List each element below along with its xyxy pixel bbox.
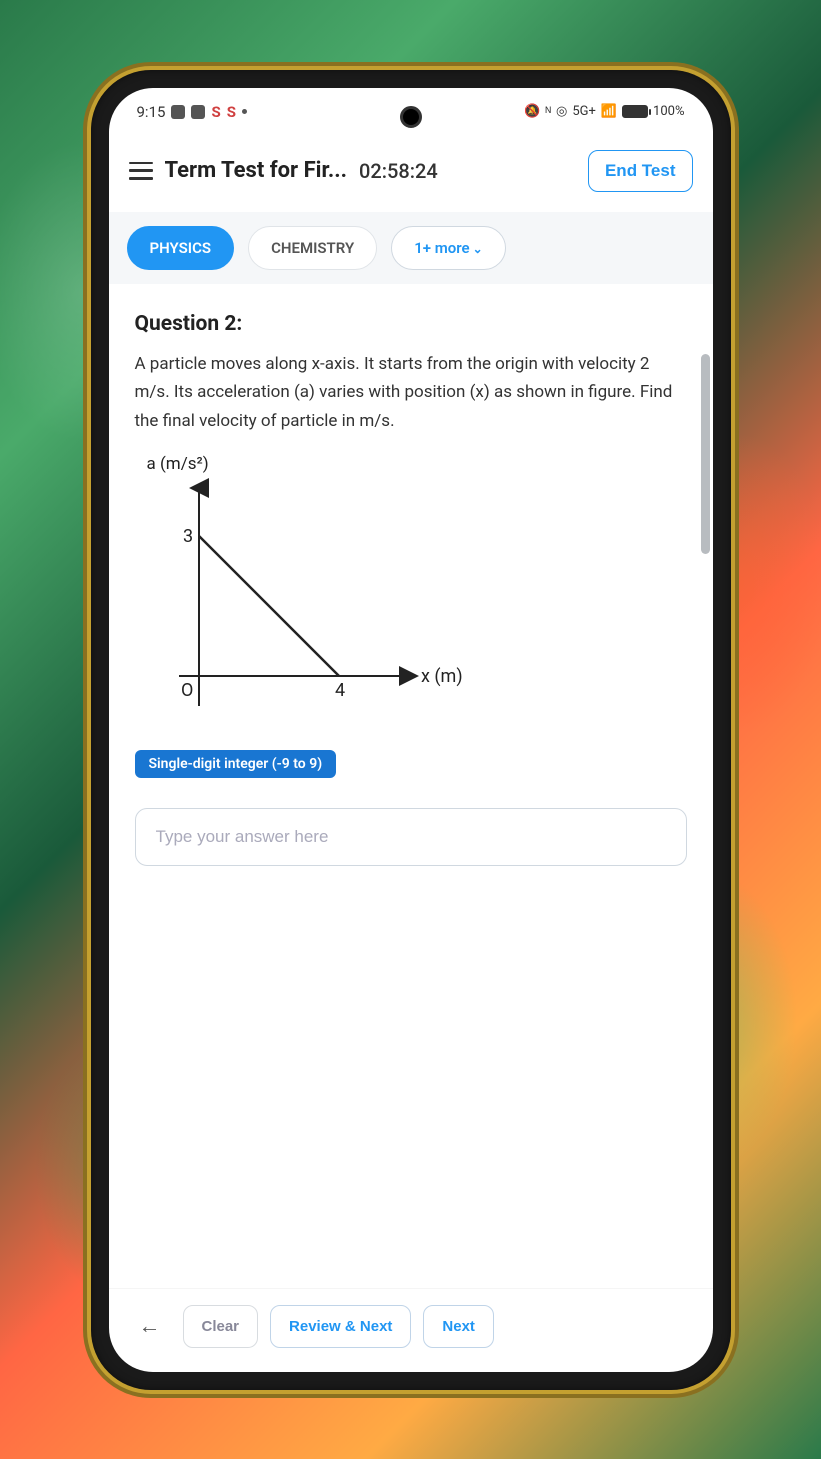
chevron-down-icon: ⌄ — [473, 242, 483, 256]
phone-frame: 9:15 S S 🔕 ᴺ ◎ 5G+ 📶 100% Term T — [91, 70, 731, 1390]
scrollbar[interactable] — [701, 354, 710, 554]
answer-input[interactable] — [135, 808, 687, 866]
arrow-left-icon: ← — [139, 1313, 161, 1339]
wifi-icon: ◎ — [556, 104, 567, 119]
tab-more-label: 1+ more — [414, 239, 469, 257]
app-icon-s2: S — [227, 103, 236, 121]
graph-container: a (m/s²) — [139, 454, 687, 726]
y-tick-3: 3 — [183, 526, 193, 547]
question-title: Question 2: — [135, 312, 687, 336]
more-notif-dot — [242, 109, 247, 114]
subject-tabs: PHYSICS CHEMISTRY 1+ more ⌄ — [109, 212, 713, 284]
review-next-button[interactable]: Review & Next — [270, 1305, 411, 1348]
origin-label: O — [181, 680, 193, 701]
footer-actions: ← Clear Review & Next Next — [109, 1288, 713, 1372]
answer-type-badge: Single-digit integer (-9 to 9) — [135, 750, 337, 778]
back-button[interactable]: ← — [129, 1305, 171, 1347]
app-header: Term Test for Fir... 02:58:24 End Test — [109, 136, 713, 212]
front-camera — [400, 106, 422, 128]
menu-icon[interactable] — [129, 162, 153, 180]
notif-icon-2 — [191, 105, 205, 119]
mute-icon: 🔕 — [524, 104, 540, 119]
countdown-timer: 02:58:24 — [359, 159, 438, 183]
y-axis-label: a (m/s²) — [147, 454, 687, 474]
question-body: A particle moves along x-axis. It starts… — [135, 350, 687, 437]
battery-percent: 100% — [653, 104, 684, 119]
x-tick-4: 4 — [335, 680, 345, 701]
page-title: Term Test for Fir... — [165, 158, 348, 183]
graph-line — [199, 536, 339, 676]
x-axis-label: x (m) — [421, 666, 463, 687]
acceleration-graph: 3 O 4 x (m) — [139, 476, 469, 726]
phone-screen: 9:15 S S 🔕 ᴺ ◎ 5G+ 📶 100% Term T — [109, 88, 713, 1372]
tab-physics[interactable]: PHYSICS — [127, 226, 235, 270]
tab-chemistry[interactable]: CHEMISTRY — [248, 226, 377, 270]
app-icon-s1: S — [211, 103, 220, 121]
network-type: 5G+ — [572, 104, 596, 119]
notif-icon-1 — [171, 105, 185, 119]
next-button[interactable]: Next — [423, 1305, 494, 1348]
status-right: 🔕 ᴺ ◎ 5G+ 📶 100% — [524, 104, 684, 120]
question-content: Question 2: A particle moves along x-axi… — [109, 284, 713, 1288]
status-left: 9:15 S S — [137, 103, 247, 121]
nfc-icon: ᴺ — [545, 104, 551, 120]
clear-button[interactable]: Clear — [183, 1305, 259, 1348]
tab-more[interactable]: 1+ more ⌄ — [391, 226, 505, 270]
signal-icon: 📶 — [601, 104, 617, 119]
clock-time: 9:15 — [137, 103, 166, 121]
end-test-button[interactable]: End Test — [588, 150, 693, 192]
battery-icon — [622, 105, 648, 118]
